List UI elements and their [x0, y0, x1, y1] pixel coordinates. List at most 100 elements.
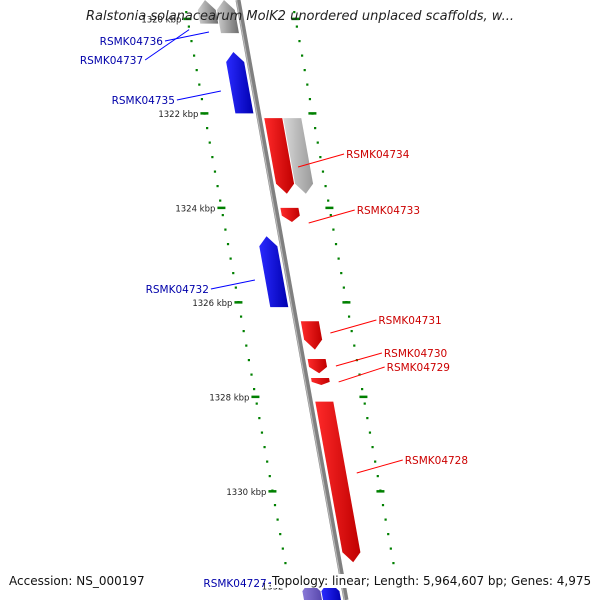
tick-dot: [350, 330, 353, 333]
tick-dot: [229, 257, 232, 260]
tick-dot: [276, 518, 279, 521]
tick-dot: [327, 199, 330, 202]
gene-label-rsmk04727[interactable]: RSMK04727: [203, 578, 266, 590]
gene-label-rsmk04732[interactable]: RSMK04732: [146, 284, 209, 296]
gene-label-rsmk04730[interactable]: RSMK04730: [384, 348, 447, 360]
gene-rsmk04728[interactable]: [315, 401, 361, 563]
tick-dot: [324, 185, 327, 188]
gene-rsmk04729[interactable]: [311, 377, 330, 386]
tick-dot: [340, 272, 343, 275]
gene-label-rsmk04728[interactable]: RSMK04728: [405, 455, 468, 467]
chromosome-backbone: [235, 0, 349, 601]
tick-dot: [219, 199, 222, 202]
tick-dot: [387, 533, 390, 536]
tick-dot: [308, 98, 312, 101]
label-leader: [176, 90, 221, 101]
gene-rsmk04735[interactable]: [226, 51, 254, 114]
gene-label-rsmk04736[interactable]: RSMK04736: [100, 36, 164, 48]
gene-label-rsmk04737[interactable]: RSMK04737: [80, 55, 143, 67]
tick-dot: [376, 475, 379, 478]
tick-dot: [250, 373, 253, 376]
tick-dot: [263, 446, 266, 449]
label-leader: [210, 279, 255, 290]
tick-dot: [321, 170, 325, 173]
tick-dot: [266, 460, 269, 463]
label-leader: [356, 459, 403, 474]
label-leader: [164, 31, 210, 42]
backbone-highlight: [235, 0, 346, 601]
tick-dot: [192, 54, 196, 57]
gene-label-rsmk04731[interactable]: RSMK04731: [378, 315, 441, 327]
label-leader: [297, 153, 345, 168]
tick-dot: [337, 257, 340, 260]
tick-dot: [260, 431, 264, 434]
tick-dot: [200, 98, 204, 101]
backbone-layer: [235, 0, 349, 601]
tick-dot: [306, 83, 309, 86]
tick-dot: [342, 286, 345, 289]
tick-dot: [389, 547, 392, 550]
label-leader: [335, 352, 383, 367]
accession-text: Accession: NS_000197: [8, 574, 146, 588]
gene-label-rsmk04729[interactable]: RSMK04729: [387, 362, 450, 374]
diagram-title: Ralstonia solanacearum MolK2 unordered u…: [85, 9, 514, 24]
tick-dot: [224, 228, 227, 231]
tick-dot: [332, 228, 335, 231]
tick-dot: [368, 431, 372, 434]
tick-dot: [232, 272, 235, 275]
tick-dot: [234, 286, 237, 289]
gene-rsmk04733[interactable]: [280, 207, 300, 223]
tick-dot: [316, 141, 319, 144]
gene-rsmk04737[interactable]: [197, 0, 219, 24]
tick-dot: [329, 214, 332, 217]
gene-rsmk04731[interactable]: [300, 321, 323, 350]
tick-dot: [198, 83, 201, 86]
tick-dot: [247, 359, 250, 362]
tick-label: 1330 kbp: [226, 488, 266, 498]
tick-dot: [187, 25, 190, 28]
gene-rsmk04734b[interactable]: [283, 118, 314, 194]
gene-rsmk04730[interactable]: [307, 359, 328, 374]
label-leader: [330, 319, 377, 334]
tick-dot: [273, 504, 277, 507]
label-leader: [144, 29, 190, 61]
tick-label: 1328 kbp: [209, 393, 249, 403]
gene-label-rsmk04734[interactable]: RSMK04734: [346, 149, 410, 161]
tick-dot: [334, 243, 338, 246]
tick-dot: [253, 388, 256, 391]
label-leader: [338, 366, 385, 383]
tick-dot: [216, 185, 219, 188]
tick-dot: [258, 417, 261, 420]
tick-dot: [195, 69, 198, 72]
gene-label-rsmk04735[interactable]: RSMK04735: [112, 95, 175, 107]
tick-dot: [392, 562, 395, 565]
gene-rsmk04734[interactable]: [264, 118, 295, 194]
tick-dot: [190, 40, 193, 43]
tick-dot: [284, 562, 287, 565]
tick-dot: [255, 402, 258, 405]
tick-dot: [361, 388, 364, 391]
tick-dot: [185, 11, 188, 14]
label-leader: [308, 209, 355, 224]
tick-dot: [279, 533, 282, 536]
tick-dot: [363, 402, 366, 405]
tick-dot: [366, 417, 369, 420]
tick-dot: [319, 156, 322, 159]
tick-label: 1324 kbp: [175, 204, 215, 214]
tick-dot: [281, 547, 284, 550]
tick-dot: [353, 344, 356, 347]
gene-label-rsmk04733[interactable]: RSMK04733: [357, 205, 420, 217]
tick-dot: [226, 243, 230, 246]
tick-dot: [384, 518, 387, 521]
tick-dot: [300, 54, 304, 57]
tick-dot: [303, 69, 306, 72]
gene-rsmk04736[interactable]: [216, 0, 239, 34]
tick-dot: [221, 214, 224, 217]
tick-dot: [295, 25, 298, 28]
tick-dot: [245, 344, 248, 347]
tick-dot: [347, 315, 351, 318]
tick-dot: [206, 127, 209, 130]
gene-rsmk04732[interactable]: [259, 236, 289, 308]
